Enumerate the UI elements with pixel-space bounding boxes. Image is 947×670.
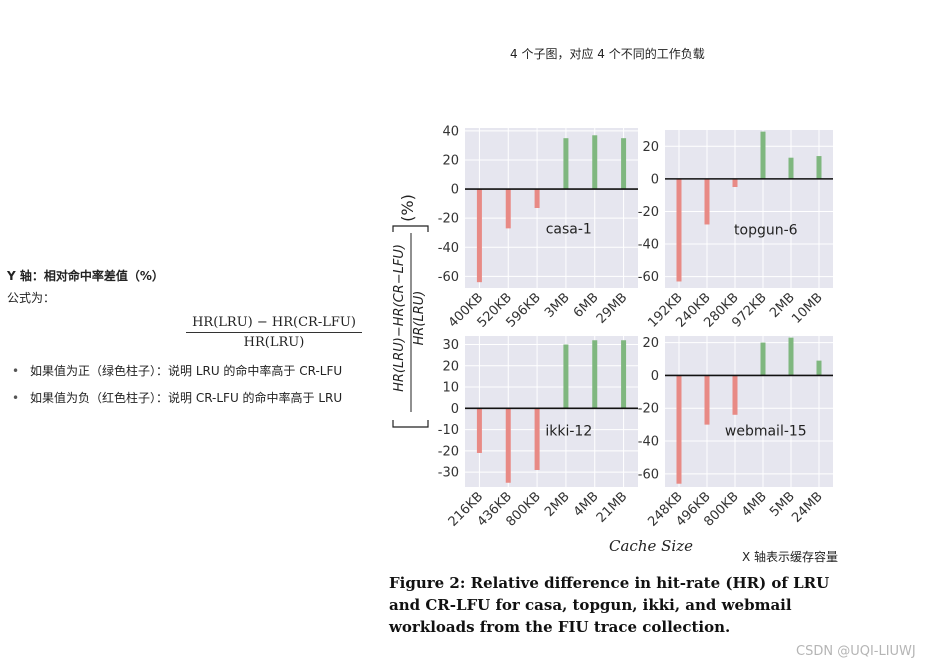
bullet-positive: 如果值为正（绿色柱子）：说明 LRU 的命中率高于 CR-LFU [12, 363, 342, 390]
x-axis-note: X 轴表示缓存容量 [742, 550, 839, 564]
panel-title: webmail-15 [725, 424, 807, 440]
top-note: 4 个子图，对应 4 个不同的工作负载 [510, 47, 705, 61]
panel-webmail-15: -60-40-20020248KB496KB800KB4MB5MB24MBweb… [638, 336, 833, 530]
y-axis-label-bracket-bottom [392, 420, 429, 428]
panel-ikki-12: -30-20-100102030216KB436KB800KB2MB4MB21M… [438, 336, 638, 530]
formula: HR(LRU) − HR(CR-LFU) HR(LRU) [186, 315, 362, 350]
y-tick-label: -20 [638, 402, 659, 417]
bar-2MB [563, 344, 569, 409]
y-tick-label: -60 [438, 270, 459, 285]
y-axis-note-title: Y 轴：相对命中率差值（%） [7, 269, 164, 283]
bar-400KB [476, 189, 482, 283]
y-tick-label: 20 [442, 154, 459, 169]
y-tick-label: -40 [638, 435, 659, 450]
y-tick-label: -20 [638, 205, 659, 220]
y-tick-label: 0 [451, 183, 459, 198]
bar-240KB [704, 178, 710, 225]
y-tick-label: 20 [442, 359, 459, 374]
note-bullet-list: 如果值为正（绿色柱子）：说明 LRU 的命中率高于 CR-LFU 如果值为负（红… [12, 363, 342, 417]
y-tick-label: -60 [638, 467, 659, 482]
y-tick-label: 20 [642, 336, 659, 351]
y-axis-label-bracket-top [392, 225, 429, 232]
y-tick-label: -40 [638, 238, 659, 253]
y-tick-label: -10 [438, 423, 459, 438]
bar-2MB [788, 157, 794, 179]
bar-29MB [621, 138, 627, 190]
bar-5MB [788, 337, 794, 376]
bar-248KB [676, 375, 682, 484]
bar-6MB [592, 135, 598, 190]
y-tick-label: -60 [638, 270, 659, 285]
plot-background [465, 128, 638, 288]
bar-800KB [534, 408, 540, 470]
bar-436KB [505, 408, 511, 483]
bar-520KB [505, 189, 511, 229]
panel-title: casa-1 [546, 222, 592, 238]
x-tick-label: 3MB [542, 290, 573, 321]
bar-4MB [760, 342, 766, 376]
formula-denominator: HR(LRU) [243, 335, 305, 350]
bar-192KB [676, 178, 682, 282]
bar-496KB [704, 375, 710, 425]
x-tick-label: 29MB [594, 290, 631, 327]
formula-numerator: HR(LRU) − HR(CR-LFU) [186, 315, 362, 333]
figure-caption: Figure 2: Relative difference in hit-rat… [389, 572, 845, 638]
y-tick-label: 30 [442, 338, 459, 353]
bar-10MB [816, 156, 822, 179]
y-tick-label: -40 [438, 241, 459, 256]
x-tick-label: 2MB [542, 489, 573, 520]
bar-800KB [732, 375, 738, 415]
y-tick-label: 20 [642, 140, 659, 155]
x-tick-label: 10MB [789, 290, 826, 327]
bar-596KB [534, 189, 540, 208]
bar-21MB [621, 340, 627, 409]
y-tick-label: 0 [651, 172, 659, 187]
y-tick-label: -30 [438, 466, 459, 481]
panel-casa-1: -60-40-2002040400KB520KB596KB3MB6MB29MBc… [438, 124, 638, 331]
plot-background [465, 336, 638, 487]
y-axis-label: HR(LRU)−HR(CR−LFU) HR(LRU) (%) [392, 194, 429, 428]
x-tick-label: 21MB [594, 489, 631, 526]
y-tick-label: 10 [442, 381, 459, 396]
panel-topgun-6: -60-40-20020192KB240KB280KB972KB2MB10MBt… [638, 130, 833, 331]
bar-280KB [732, 178, 738, 188]
bullet-negative: 如果值为负（红色柱子）：说明 CR-LFU 的命中率高于 LRU [12, 390, 342, 417]
y-tick-label: 0 [451, 402, 459, 417]
panel-title: ikki-12 [545, 424, 592, 440]
y-axis-label-numerator: HR(LRU)−HR(CR−LFU) [392, 244, 407, 392]
bar-216KB [476, 408, 482, 453]
y-axis-label-unit: (%) [398, 194, 417, 222]
watermark: CSDN @UQI-LIUWJ [796, 644, 916, 659]
caption-label: Figure 2: [389, 574, 466, 592]
bar-24MB [816, 360, 822, 376]
bar-972KB [760, 131, 766, 179]
y-tick-label: -20 [438, 212, 459, 227]
formula-label: 公式为： [7, 291, 56, 305]
plot-background [665, 130, 833, 288]
panel-title: topgun-6 [734, 222, 798, 238]
bar-3MB [563, 138, 569, 190]
y-tick-label: -20 [438, 444, 459, 459]
caption-text: Relative difference in hit-rate (HR) of … [389, 574, 830, 636]
bar-4MB [592, 340, 598, 409]
x-tick-label: 4MB [739, 489, 770, 520]
y-tick-label: 0 [651, 369, 659, 384]
y-tick-label: 40 [442, 124, 459, 139]
y-axis-label-denominator: HR(LRU) [412, 291, 427, 346]
x-tick-label: 24MB [789, 489, 826, 526]
plot-background [665, 336, 833, 487]
x-axis-label: Cache Size [609, 537, 693, 555]
